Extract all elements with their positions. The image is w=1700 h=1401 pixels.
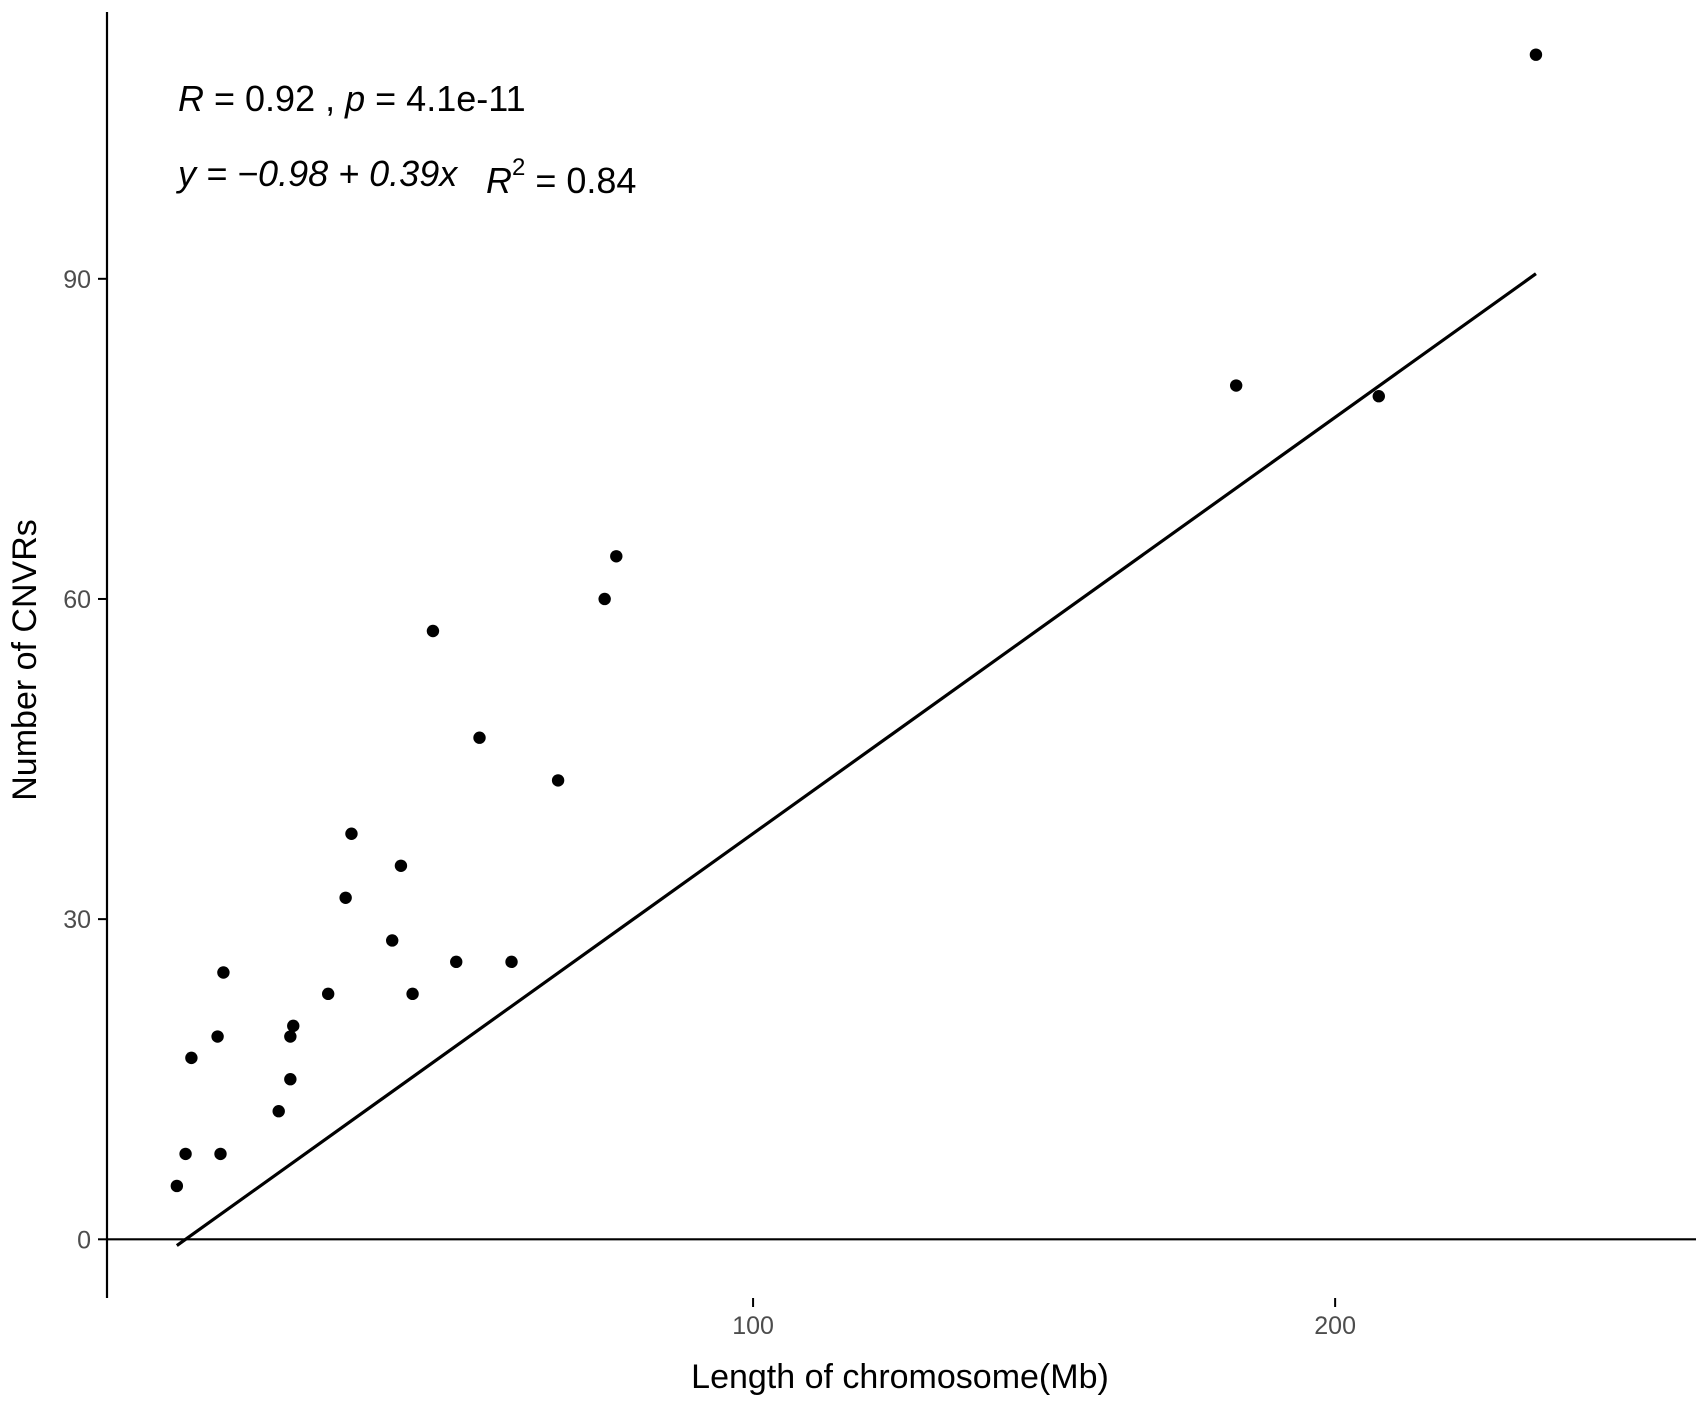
data-point — [217, 966, 230, 979]
data-point — [284, 1073, 297, 1086]
y-axis-title: Number of CNVRs — [6, 519, 44, 801]
data-point — [1229, 379, 1243, 392]
r-value: = 0.92 , — [204, 78, 345, 119]
r2-superscript: 2 — [512, 154, 525, 181]
data-point — [1529, 48, 1543, 61]
data-point — [1372, 389, 1385, 403]
r2-symbol: R — [486, 160, 512, 201]
data-point — [287, 1019, 300, 1033]
x-tick-label: 100 — [732, 1312, 774, 1340]
regression-line — [175, 272, 1537, 1247]
x-axis-title: Length of chromosome(Mb) — [691, 1358, 1109, 1396]
data-points — [170, 48, 1543, 1193]
y-tick-label: 0 — [77, 1226, 91, 1254]
x-tick-label: 200 — [1314, 1312, 1356, 1340]
data-point — [272, 1105, 285, 1118]
r-squared-annotation: R2 = 0.84 — [486, 154, 636, 201]
data-point — [551, 774, 565, 787]
p-symbol: p — [344, 78, 365, 119]
y-tick-label: 90 — [63, 266, 91, 294]
axes — [105, 12, 1696, 1298]
x-ticks: 100 200 — [732, 1298, 1356, 1340]
data-point — [394, 859, 408, 872]
data-point — [170, 1179, 184, 1193]
data-point — [406, 987, 419, 1001]
data-point — [450, 955, 463, 969]
data-point — [321, 987, 335, 1001]
data-point — [214, 1147, 227, 1161]
data-point — [610, 550, 623, 563]
data-point — [345, 827, 358, 840]
data-point — [179, 1147, 192, 1161]
data-point — [505, 955, 518, 969]
y-ticks: 0 30 60 90 — [63, 266, 107, 1254]
r-symbol: R — [178, 78, 204, 119]
data-point — [284, 1030, 297, 1043]
r2-value: = 0.84 — [525, 160, 636, 201]
data-point — [211, 1030, 224, 1043]
regression-equation: y = −0.98 + 0.39x — [175, 153, 459, 194]
data-point — [185, 1051, 198, 1065]
data-point — [473, 731, 486, 744]
p-value: = 4.1e-11 — [365, 78, 525, 119]
data-point — [386, 934, 399, 947]
y-tick-label: 60 — [63, 586, 91, 614]
correlation-annotation: R = 0.92 , p = 4.1e-11 — [178, 78, 526, 119]
data-point — [339, 891, 352, 904]
data-point — [426, 624, 440, 638]
y-tick-label: 30 — [63, 906, 91, 934]
data-point — [598, 592, 611, 606]
